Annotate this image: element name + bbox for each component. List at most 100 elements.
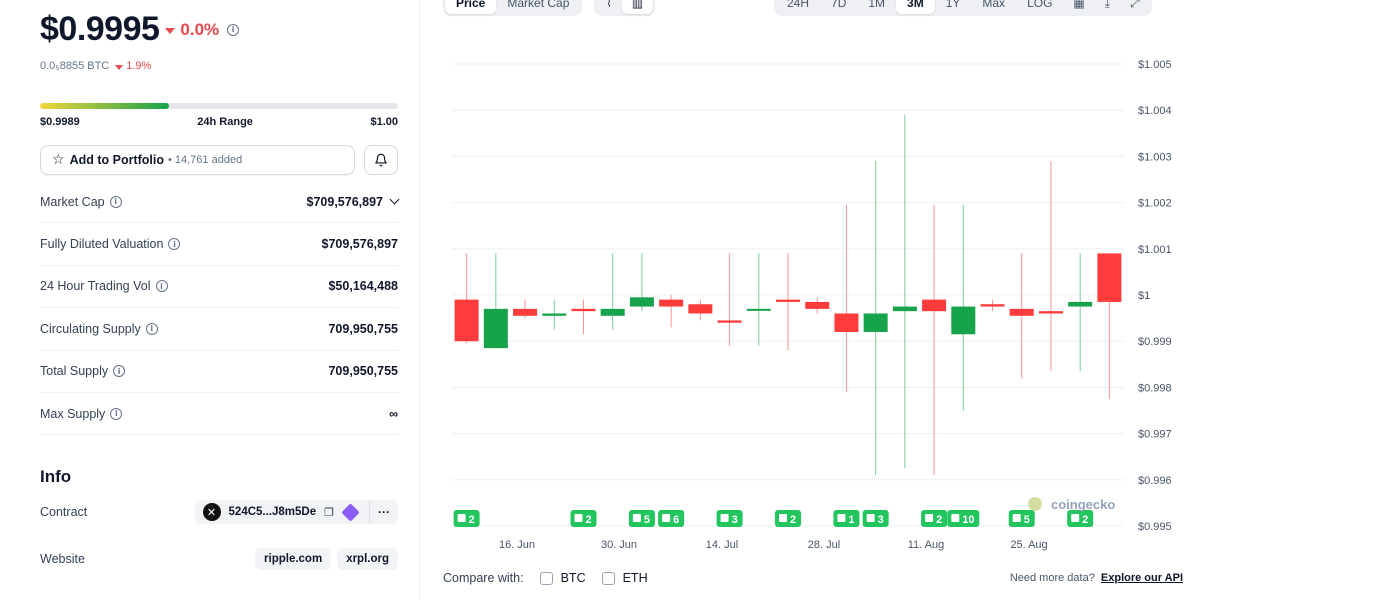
news-marker-count: 5: [1024, 514, 1030, 526]
y-tick-label: $1.001: [1138, 244, 1172, 256]
stat-label: Circulating Supply: [40, 321, 141, 336]
contract-more-button[interactable]: ···: [369, 500, 398, 524]
candle-body: [1009, 308, 1034, 316]
candle-body: [600, 308, 625, 316]
price-candlestick-chart[interactable]: $1.005 $1.004 $1.003 $1.002 $1.001 $1 $0.999 $0…: [430, 40, 1183, 560]
stat-row-market-cap: Market Cap i $709,576,897: [40, 181, 400, 224]
news-marker-count: 6: [673, 514, 679, 526]
range-1y[interactable]: 1Y: [945, 0, 961, 10]
coingecko-logo-icon: [1028, 497, 1042, 511]
compare-btc-checkbox[interactable]: [539, 571, 553, 585]
website-links: ripple.com xrpl.org: [255, 548, 398, 570]
star-icon: ☆: [52, 152, 65, 168]
price-alert-button[interactable]: [364, 145, 398, 175]
range-24h[interactable]: 24H: [787, 0, 810, 10]
candle-body: [1068, 301, 1093, 307]
portfolio-added-count: • 14,761 added: [167, 154, 243, 166]
info-icon[interactable]: i: [145, 322, 158, 335]
need-data-text: Need more data?: [1009, 572, 1095, 584]
price-change-value: 0.0%: [180, 19, 220, 39]
info-icon[interactable]: i: [110, 407, 123, 420]
news-marker[interactable]: 5: [1008, 510, 1035, 527]
contract-row: Contract ✕ 524C5...J8m5De ❐ ···: [40, 500, 398, 524]
news-marker[interactable]: 3: [716, 510, 743, 527]
compare-eth-checkbox[interactable]: [601, 571, 615, 585]
y-tick-label: $1.004: [1138, 105, 1172, 117]
y-tick-label: $0.998: [1138, 382, 1172, 394]
download-icon[interactable]: ⤓: [1104, 0, 1111, 10]
info-icon[interactable]: i: [113, 365, 126, 378]
price-change: 0.0%: [165, 20, 219, 40]
info-icon[interactable]: i: [155, 280, 168, 293]
candle-body: [571, 308, 596, 312]
candle-body: [892, 306, 917, 312]
news-marker[interactable]: 2: [570, 510, 597, 527]
news-marker[interactable]: 5: [628, 510, 655, 527]
news-icon: [837, 514, 846, 522]
range-3m[interactable]: 3M: [896, 0, 935, 14]
y-tick-label: $0.999: [1138, 336, 1172, 348]
candlestick-chart-icon[interactable]: ▥: [621, 0, 654, 14]
line-chart-icon[interactable]: ⌇: [606, 0, 612, 10]
news-icon: [925, 514, 934, 522]
x-tick-label: 25. Aug: [1010, 539, 1047, 551]
range-bar: [40, 103, 398, 109]
y-tick-label: $1: [1138, 290, 1150, 302]
stat-label: Max Supply: [40, 406, 106, 421]
range-label: 24h Range: [197, 116, 253, 128]
info-icon[interactable]: i: [168, 238, 181, 251]
need-more-data: Need more data? Explore our API: [1010, 572, 1183, 584]
news-marker-badge: [921, 510, 948, 527]
fullscreen-icon[interactable]: ⤢: [1130, 0, 1140, 10]
news-marker-badge: [628, 510, 655, 527]
info-icon[interactable]: i: [109, 195, 122, 208]
website-label: Website: [40, 552, 85, 566]
bell-icon: [375, 153, 387, 167]
candle-body: [483, 308, 508, 349]
range-max[interactable]: Max: [982, 0, 1006, 10]
range-7d[interactable]: 7D: [831, 0, 847, 10]
compare-label: Compare with:: [443, 571, 524, 585]
add-to-portfolio-button[interactable]: ☆ Add to Portfolio • 14,761 added: [40, 145, 355, 175]
copy-icon[interactable]: ❐: [324, 505, 334, 519]
candle-body: [834, 313, 859, 332]
info-icon[interactable]: i: [227, 23, 240, 36]
news-icon: [662, 514, 671, 522]
contract-address[interactable]: ✕ 524C5...J8m5De ❐: [195, 500, 369, 524]
candle-body: [776, 299, 800, 302]
news-marker[interactable]: 10: [947, 510, 980, 527]
news-marker[interactable]: 2: [775, 510, 801, 527]
candle-body: [951, 306, 976, 335]
contract-label: Contract: [40, 505, 88, 519]
news-marker-badge: [658, 510, 685, 527]
calendar-icon[interactable]: ▦: [1073, 0, 1085, 10]
website-link[interactable]: xrpl.org: [337, 548, 398, 570]
x-tick-label: 11. Aug: [908, 539, 945, 551]
range-1m[interactable]: 1M: [868, 0, 886, 10]
x-tick-label: 14. Jul: [706, 539, 738, 551]
tab-price[interactable]: Price: [445, 0, 497, 14]
x-tick-label: 16. Jun: [499, 539, 535, 551]
tab-market-cap[interactable]: Market Cap: [507, 0, 570, 10]
news-marker[interactable]: 2: [1067, 510, 1094, 527]
news-marker[interactable]: 1: [833, 510, 860, 527]
chevron-down-icon: [389, 194, 400, 205]
stat-row-volume: 24 Hour Trading Vol i $50,164,488: [40, 266, 398, 309]
news-marker[interactable]: 2: [921, 510, 948, 527]
news-marker-count: 10: [962, 514, 974, 526]
candle-body: [659, 299, 684, 307]
y-tick-label: $0.996: [1138, 475, 1172, 487]
news-icon: [457, 514, 466, 522]
news-marker[interactable]: 6: [658, 510, 685, 527]
news-marker[interactable]: 2: [453, 510, 480, 527]
news-marker[interactable]: 3: [862, 510, 889, 527]
market-cap-dropdown[interactable]: $709,576,897: [307, 194, 400, 209]
explore-api-link[interactable]: Explore our API: [1100, 572, 1183, 584]
range-log[interactable]: LOG: [1027, 0, 1053, 10]
website-link[interactable]: ripple.com: [255, 548, 332, 570]
caret-down-icon: [115, 64, 124, 70]
info-heading: Info: [40, 467, 72, 486]
news-icon: [866, 514, 875, 522]
news-icon: [574, 514, 583, 522]
news-marker-count: 3: [732, 514, 738, 526]
